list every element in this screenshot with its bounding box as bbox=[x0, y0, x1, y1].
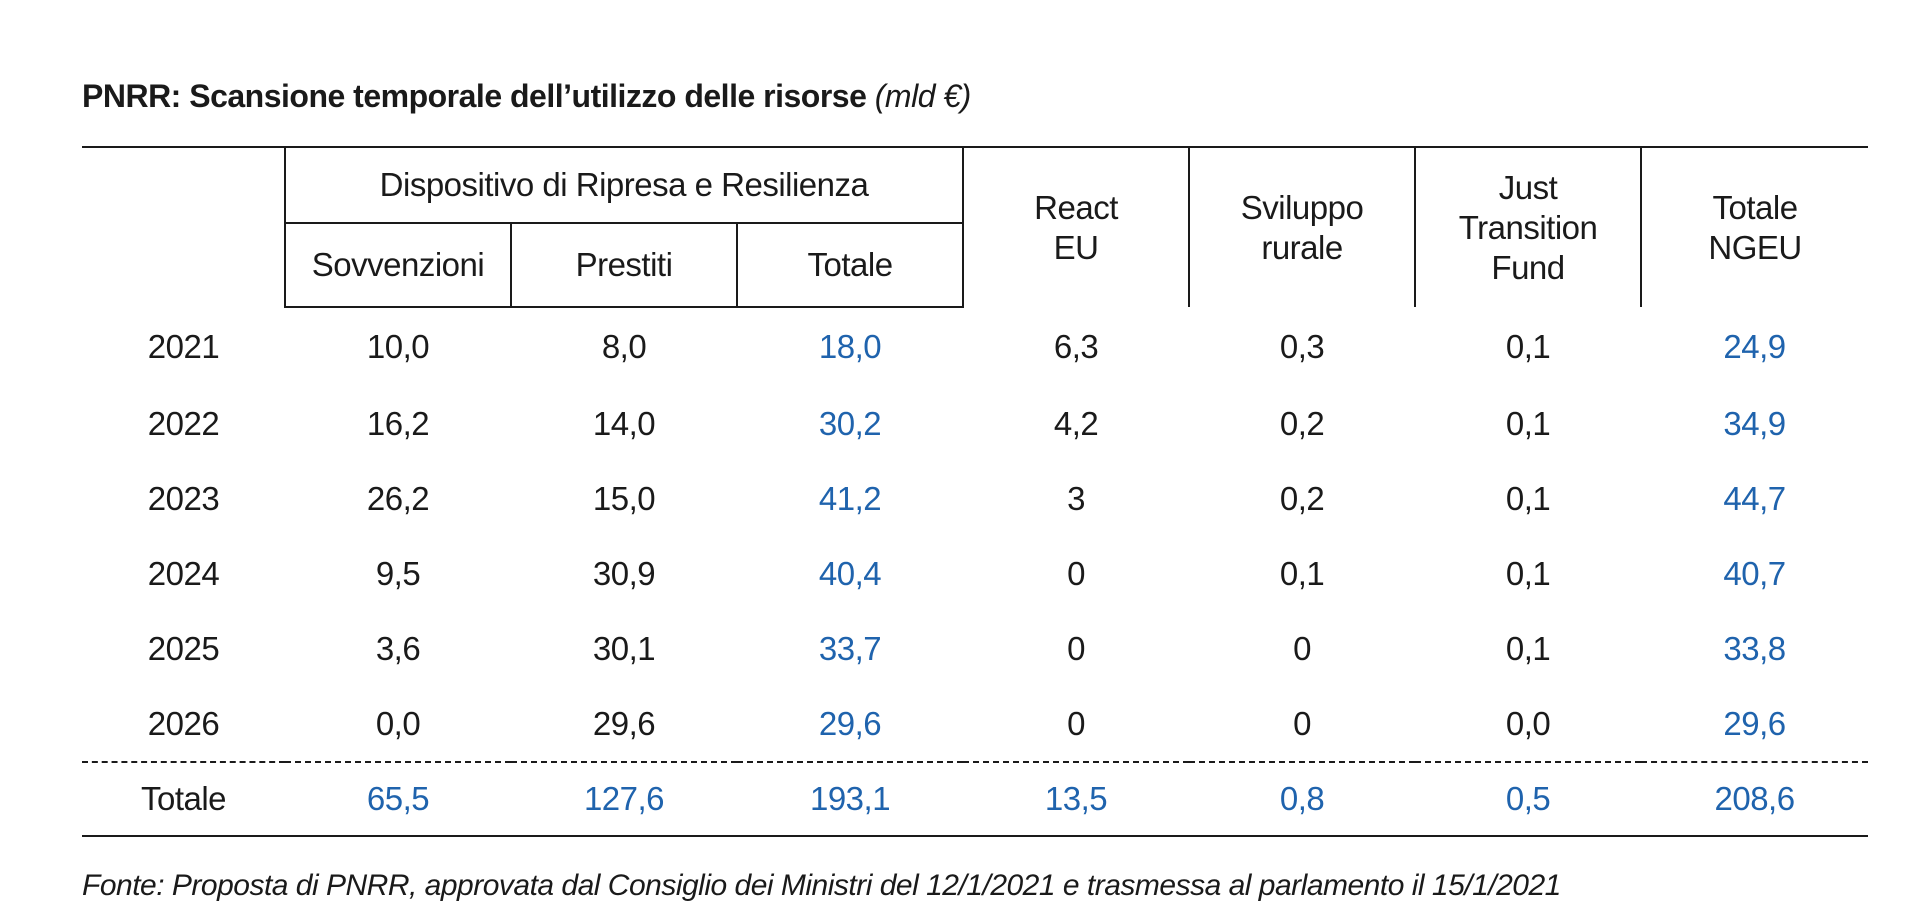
cell-ngeu: 33,8 bbox=[1723, 629, 1786, 667]
header-sviluppo-line1: Sviluppo bbox=[1240, 188, 1364, 226]
header-prestiti: Prestiti bbox=[510, 223, 737, 308]
header-ngeu-line2: NGEU bbox=[1708, 228, 1802, 266]
table-title-unit: (mld €) bbox=[874, 78, 972, 114]
table-title-main: PNRR: Scansione temporale dell’utilizzo … bbox=[82, 78, 867, 114]
cell-react: 3 bbox=[1067, 479, 1085, 517]
header-just-line2: Transition bbox=[1458, 208, 1598, 246]
cell-sviluppo: 0,1 bbox=[1279, 554, 1325, 592]
table-row: 2026 0,0 29,6 29,6 0 0 0,0 29,6 bbox=[82, 686, 1868, 762]
cell-prestiti: 8,0 bbox=[601, 328, 647, 365]
total-just: 0,5 bbox=[1415, 761, 1642, 837]
header-react-line1: React bbox=[1034, 188, 1118, 226]
header-ngeu-line1: Totale bbox=[1712, 188, 1799, 226]
cell-sovvenzioni: 26,2 bbox=[366, 479, 430, 517]
cell-prestiti: 30,9 bbox=[592, 554, 656, 592]
header-sovvenzioni: Sovvenzioni bbox=[284, 223, 511, 308]
cell-sviluppo: 0,2 bbox=[1279, 479, 1325, 517]
table-row: 2024 9,5 30,9 40,4 0 0,1 0,1 40,7 bbox=[82, 536, 1868, 611]
cell-year: 2023 bbox=[147, 479, 220, 517]
cell-sovvenzioni: 16,2 bbox=[366, 404, 430, 442]
cell-just: 0,1 bbox=[1505, 629, 1551, 667]
cell-react: 0 bbox=[1067, 554, 1085, 592]
cell-ngeu: 44,7 bbox=[1723, 479, 1786, 517]
cell-year: 2021 bbox=[147, 327, 220, 365]
cell-just: 0,1 bbox=[1505, 327, 1551, 365]
cell-prestiti: 29,6 bbox=[592, 704, 656, 742]
table-row: 2023 26,2 15,0 41,2 3 0,2 0,1 44,7 bbox=[82, 461, 1868, 536]
cell-year: 2026 bbox=[147, 704, 220, 742]
header-row-top: Dispositivo di Ripresa e Resilienza Reac… bbox=[82, 146, 1869, 307]
cell-ngeu: 34,9 bbox=[1723, 404, 1786, 442]
cell-ngeu: 29,6 bbox=[1723, 704, 1786, 742]
cell-just: 0,0 bbox=[1505, 704, 1551, 742]
cell-year: 2025 bbox=[147, 629, 220, 667]
cell-just: 0,1 bbox=[1505, 404, 1551, 442]
cell-prestiti: 30,1 bbox=[592, 629, 656, 667]
table-row: 2021 10,0 8,0 18,0 6,3 0,3 0,1 24,9 bbox=[82, 307, 1868, 386]
header-just-line3: Fund bbox=[1491, 248, 1565, 286]
total-ngeu: 208,6 bbox=[1641, 761, 1869, 837]
total-totale: 193,1 bbox=[737, 761, 964, 837]
header-row-bottom: Sovvenzioni Prestiti Totale bbox=[82, 223, 1868, 308]
cell-just: 0,1 bbox=[1505, 554, 1551, 592]
cell-just: 0,1 bbox=[1505, 479, 1551, 517]
table-title: PNRR: Scansione temporale dell’utilizzo … bbox=[82, 76, 1864, 116]
cell-totale: 29,6 bbox=[818, 704, 882, 742]
table-row: 2025 3,6 30,1 33,7 0 0 0,1 33,8 bbox=[82, 611, 1868, 686]
cell-totale: 40,4 bbox=[818, 554, 882, 592]
total-label: Totale bbox=[82, 761, 285, 837]
cell-sviluppo: 0 bbox=[1293, 704, 1311, 742]
cell-year: 2022 bbox=[147, 404, 220, 442]
header-just-transition-fund: Just Transition Fund bbox=[1414, 146, 1642, 307]
cell-ngeu: 40,7 bbox=[1723, 554, 1786, 592]
cell-sovvenzioni: 3,6 bbox=[375, 629, 421, 667]
cell-prestiti: 14,0 bbox=[592, 404, 656, 442]
resources-table: Dispositivo di Ripresa e Resilienza Reac… bbox=[82, 146, 1869, 837]
cell-totale: 18,0 bbox=[818, 328, 882, 365]
cell-year: 2024 bbox=[147, 554, 220, 592]
header-totale: Totale bbox=[735, 223, 964, 308]
total-sviluppo: 0,8 bbox=[1189, 761, 1416, 837]
cell-sovvenzioni: 9,5 bbox=[375, 554, 421, 592]
cell-prestiti: 15,0 bbox=[592, 479, 656, 517]
cell-sviluppo: 0,3 bbox=[1279, 327, 1325, 365]
header-totale-ngeu: Totale NGEU bbox=[1640, 146, 1869, 307]
header-react-eu: React EU bbox=[962, 146, 1190, 307]
cell-sviluppo: 0 bbox=[1293, 629, 1311, 667]
total-sovvenzioni: 65,5 bbox=[285, 761, 511, 837]
source-note: Fonte: Proposta di PNRR, approvata dal C… bbox=[82, 869, 1561, 902]
cell-ngeu: 24,9 bbox=[1723, 327, 1786, 365]
total-prestiti: 127,6 bbox=[511, 761, 737, 837]
cell-totale: 41,2 bbox=[818, 479, 882, 517]
table-row: 2022 16,2 14,0 30,2 4,2 0,2 0,1 34,9 bbox=[82, 386, 1868, 461]
total-react: 13,5 bbox=[963, 761, 1190, 837]
cell-react: 0 bbox=[1067, 704, 1085, 742]
year-header bbox=[82, 146, 285, 307]
cell-react: 4,2 bbox=[1053, 404, 1099, 442]
header-sviluppo-line2: rurale bbox=[1261, 228, 1343, 266]
cell-react: 6,3 bbox=[1053, 327, 1099, 365]
table-figure: PNRR: Scansione temporale dell’utilizzo … bbox=[82, 76, 1869, 905]
header-group-rrf: Dispositivo di Ripresa e Resilienza bbox=[283, 146, 964, 224]
cell-sviluppo: 0,2 bbox=[1279, 404, 1325, 442]
total-row: Totale 65,5 127,6 193,1 13,5 0,8 0,5 208… bbox=[82, 761, 1869, 837]
cell-totale: 30,2 bbox=[818, 404, 882, 442]
header-react-line2: EU bbox=[1053, 228, 1099, 266]
cell-react: 0 bbox=[1067, 629, 1085, 667]
cell-sovvenzioni: 0,0 bbox=[375, 704, 421, 742]
cell-sovvenzioni: 10,0 bbox=[366, 328, 430, 365]
cell-totale: 33,7 bbox=[818, 629, 882, 667]
header-just-line1: Just bbox=[1498, 168, 1558, 206]
header-sviluppo-rurale: Sviluppo rurale bbox=[1188, 146, 1416, 307]
